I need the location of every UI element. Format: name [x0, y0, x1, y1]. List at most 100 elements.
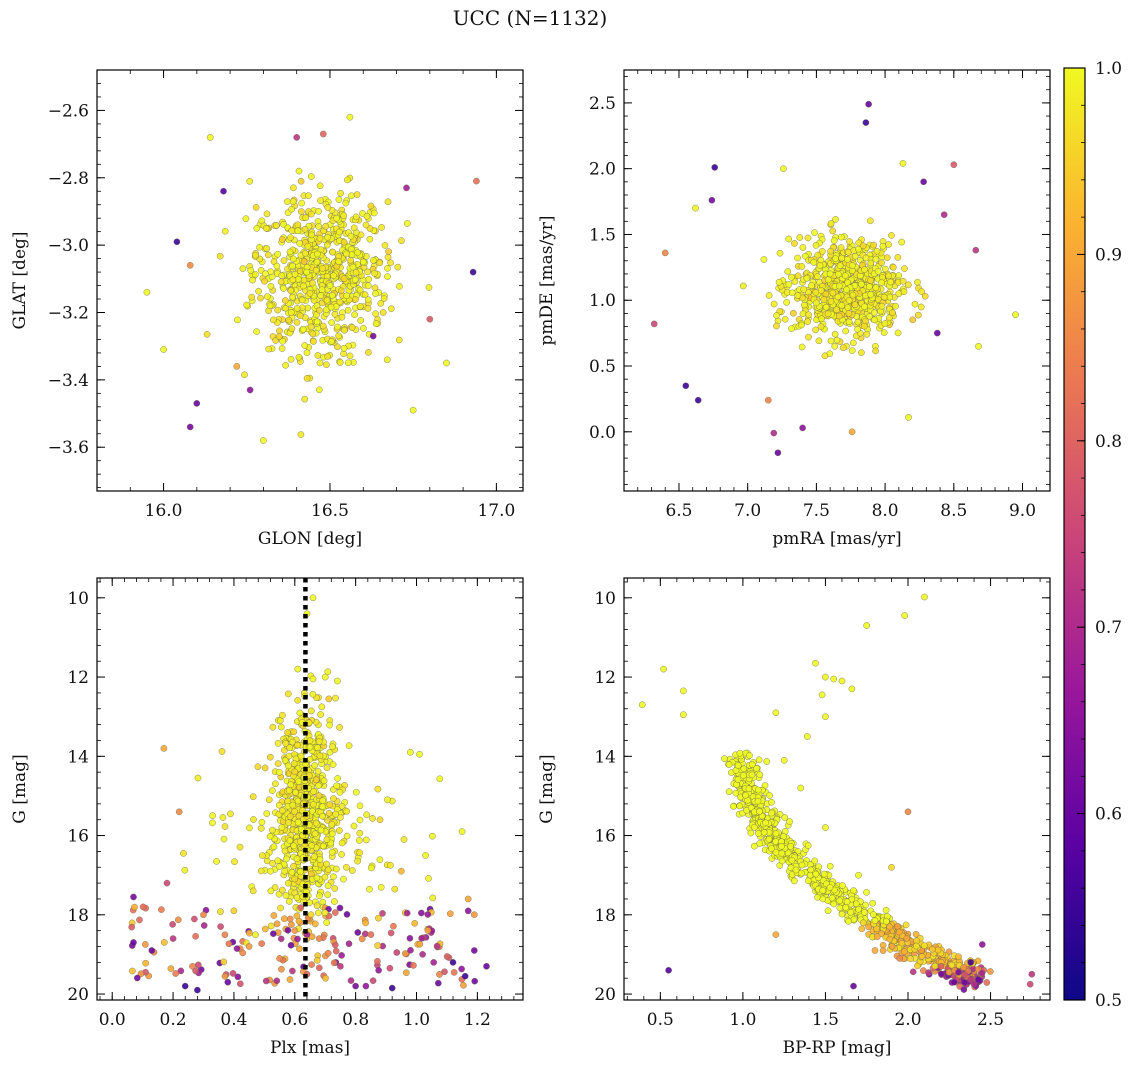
- points-bprp-g: [638, 593, 1036, 993]
- data-point: [473, 177, 480, 185]
- data-point: [765, 836, 773, 843]
- data-point: [866, 313, 873, 320]
- data-point: [775, 278, 783, 286]
- data-point: [831, 330, 839, 338]
- data-point: [221, 227, 229, 235]
- data-point: [755, 786, 762, 794]
- data-point: [753, 765, 760, 772]
- data-point: [682, 382, 690, 390]
- panel-plx-g: 0.0 0.2 0.4 0.6 0.8 1.0 1.2 10 12 14 16 18 20 Plx [ma…: [10, 577, 524, 1058]
- data-point: [661, 249, 669, 257]
- data-point: [828, 894, 836, 902]
- data-point: [745, 785, 753, 793]
- data-point: [912, 931, 920, 938]
- data-point: [867, 259, 875, 267]
- data-point: [464, 895, 472, 903]
- data-point: [377, 884, 385, 891]
- data-point: [931, 962, 939, 970]
- data-point: [362, 982, 370, 990]
- data-point: [460, 982, 467, 989]
- data-point: [274, 306, 282, 314]
- data-point: [450, 969, 458, 976]
- data-point: [310, 853, 318, 861]
- data-point: [336, 724, 343, 731]
- colorbar: 0.5 0.6 0.7 0.8 0.9 1.0: [1063, 59, 1122, 1011]
- panel-pmra-pmde: 6.5 7.0 7.5 8.0 8.5 9.0 0.0 0.5 1.0 1.5 2.0 2.5 pmRA…: [537, 69, 1051, 549]
- data-point: [419, 951, 426, 958]
- data-point: [261, 270, 269, 278]
- data-point: [826, 884, 834, 891]
- y-tick-label: 16: [594, 827, 616, 847]
- axes-frame: [96, 69, 524, 492]
- data-point: [219, 814, 227, 821]
- data-point: [254, 763, 262, 771]
- data-point: [356, 829, 364, 837]
- data-point: [293, 912, 301, 920]
- data-point: [323, 296, 331, 304]
- data-point: [858, 349, 865, 356]
- data-point: [358, 935, 366, 943]
- data-point: [429, 894, 437, 902]
- data-point: [263, 210, 271, 218]
- data-point: [231, 858, 238, 866]
- data-point: [348, 251, 356, 258]
- data-point: [901, 948, 908, 955]
- data-point: [854, 325, 861, 333]
- data-point: [692, 204, 699, 212]
- data-point: [274, 740, 282, 747]
- data-point: [762, 819, 769, 827]
- data-point: [665, 967, 672, 974]
- data-point: [751, 824, 758, 831]
- data-point: [768, 798, 775, 806]
- data-point: [289, 967, 296, 975]
- data-point: [293, 319, 301, 326]
- data-point: [827, 298, 835, 305]
- data-point: [180, 850, 187, 857]
- data-point: [785, 235, 793, 243]
- data-point: [350, 822, 358, 830]
- data-point: [362, 919, 369, 927]
- data-point: [217, 908, 224, 916]
- data-point: [294, 665, 302, 673]
- data-point: [880, 329, 888, 336]
- data-point: [790, 309, 797, 317]
- data-point: [950, 161, 958, 168]
- data-point: [265, 345, 273, 353]
- data-point: [862, 254, 870, 262]
- data-point: [288, 868, 296, 876]
- data-point: [278, 807, 286, 814]
- data-point: [287, 309, 295, 316]
- data-point: [264, 251, 272, 259]
- data-point: [353, 191, 361, 198]
- data-point: [328, 319, 336, 326]
- data-point: [275, 769, 283, 776]
- data-point: [298, 199, 306, 207]
- data-point: [337, 963, 344, 970]
- data-point: [352, 982, 359, 990]
- data-point: [914, 278, 921, 286]
- data-point: [306, 743, 314, 751]
- data-point: [850, 339, 857, 347]
- data-point: [323, 241, 331, 249]
- axes-frame: [623, 577, 1051, 1001]
- data-point: [300, 258, 308, 265]
- x-tick-label: 0.6: [281, 1010, 308, 1030]
- data-point: [340, 238, 348, 246]
- data-point: [409, 406, 417, 414]
- data-point: [873, 933, 881, 941]
- data-point: [748, 761, 756, 768]
- data-point: [895, 928, 903, 936]
- colorbar-bar: [1063, 67, 1086, 1001]
- data-point: [708, 196, 716, 204]
- data-point: [141, 941, 149, 948]
- data-point: [851, 301, 859, 309]
- data-point: [821, 352, 829, 360]
- data-point: [293, 305, 301, 312]
- data-point: [331, 941, 339, 949]
- data-point: [934, 329, 941, 337]
- x-tick-label: 0.5: [647, 1010, 674, 1030]
- data-point: [262, 977, 270, 985]
- data-point: [882, 265, 889, 273]
- data-point: [315, 782, 322, 790]
- data-point: [294, 697, 301, 704]
